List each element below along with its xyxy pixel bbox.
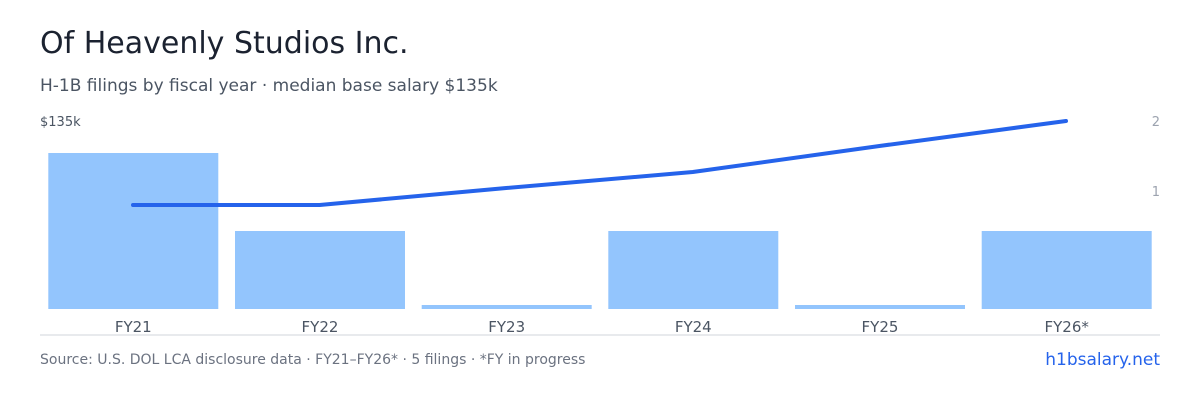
filings-line bbox=[131, 119, 1068, 207]
bar-fy26 bbox=[981, 231, 1152, 309]
x-tick-label: FY24 bbox=[675, 318, 712, 336]
bar-fy21 bbox=[48, 153, 219, 309]
bar-fy22 bbox=[235, 231, 405, 309]
source-note: Source: U.S. DOL LCA disclosure data · F… bbox=[40, 352, 586, 368]
chart-title: Of Heavenly Studios Inc. bbox=[40, 26, 409, 61]
bar-fy23 bbox=[421, 305, 592, 309]
right-axis-tick-label: 2 bbox=[1152, 115, 1160, 130]
right-axis-tick-label: 1 bbox=[1152, 185, 1160, 200]
left-axis-tick-label: $135k bbox=[40, 115, 81, 130]
x-tick-label: FY21 bbox=[115, 318, 152, 336]
x-tick-label: FY22 bbox=[302, 318, 339, 336]
brand-link[interactable]: h1bsalary.net bbox=[1045, 350, 1160, 370]
x-tick-label: FY23 bbox=[488, 318, 525, 336]
bar-fy24 bbox=[608, 231, 779, 309]
chart-subtitle: H-1B filings by fiscal year · median bas… bbox=[40, 76, 498, 96]
bar-fy25 bbox=[795, 305, 965, 309]
x-tick-label: FY26* bbox=[1045, 318, 1090, 336]
x-tick-label: FY25 bbox=[862, 318, 899, 336]
